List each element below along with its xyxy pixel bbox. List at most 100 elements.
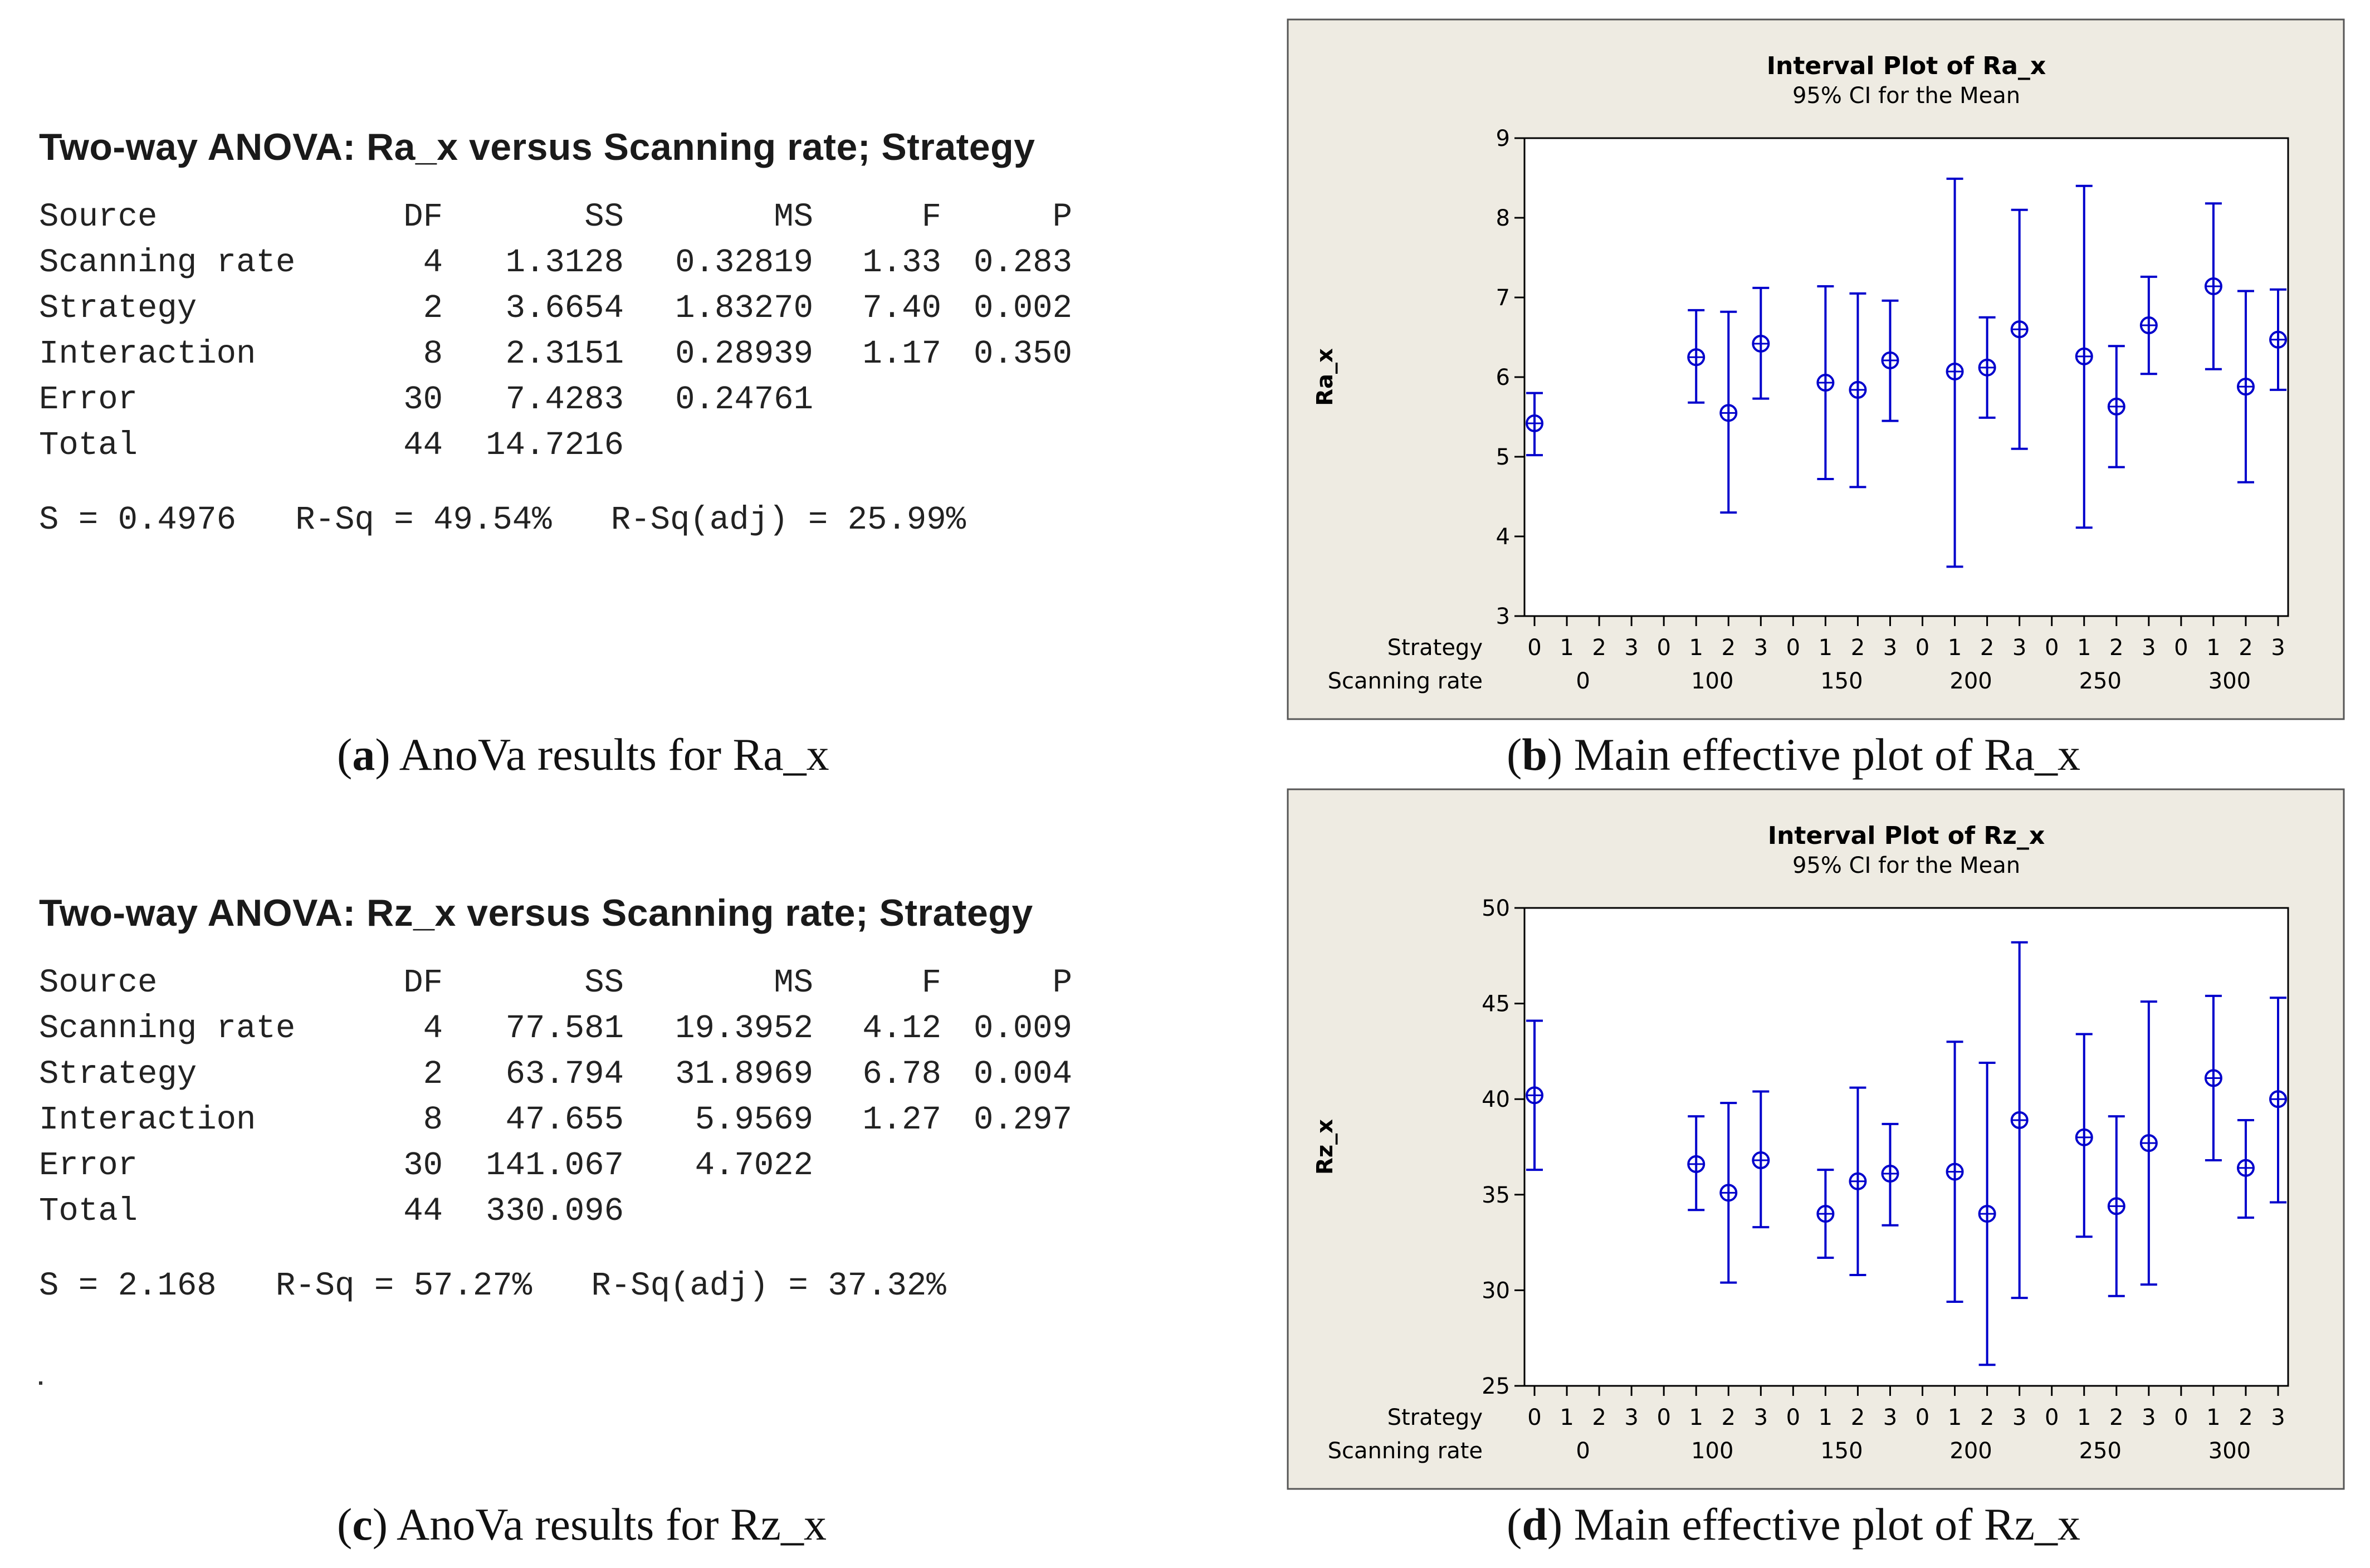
x-group-label-rate: 250 — [2079, 668, 2122, 694]
cell — [941, 377, 1072, 422]
x-tick-label-strategy: 2 — [2239, 1405, 2252, 1430]
plot-area — [1523, 137, 2289, 617]
x-tick-label-strategy: 3 — [2271, 635, 2285, 661]
cell: 3.6654 — [505, 289, 624, 327]
x-tick-label-strategy: 0 — [1656, 635, 1670, 661]
cell: Interaction — [39, 1101, 256, 1139]
cell — [941, 422, 1072, 468]
x-tick-label-strategy: 0 — [1656, 1405, 1670, 1430]
cell: Strategy — [39, 1055, 197, 1093]
x-tick-label-strategy: 2 — [1851, 635, 1865, 661]
cell: 6.78 — [862, 1055, 941, 1093]
cell: Scanning rate — [39, 1009, 296, 1047]
cell: Interaction — [39, 335, 256, 373]
cell: 0.004 — [973, 1055, 1072, 1093]
cell: 19.3952 — [675, 1009, 813, 1047]
y-tick-label: 50 — [1482, 896, 1510, 921]
x-tick-label-strategy: 2 — [2109, 1405, 2123, 1430]
x-tick-label-strategy: 0 — [2045, 635, 2059, 661]
cell — [624, 422, 813, 468]
x-tick-label-strategy: 0 — [1915, 1405, 1929, 1430]
x-tick-label-strategy: 0 — [1527, 1405, 1541, 1430]
row-label-strategy: Strategy — [1387, 1405, 1483, 1430]
cell: 1.33 — [862, 243, 941, 281]
y-tick-label: 5 — [1496, 444, 1510, 470]
y-tick-label: 40 — [1482, 1087, 1510, 1112]
x-tick-label-strategy: 1 — [1819, 1405, 1833, 1430]
anova-ra-summary: S = 0.4976 R-Sq = 49.54% R-Sq(adj) = 25.… — [39, 501, 966, 539]
row-label-scanning-rate: Scanning rate — [1328, 668, 1483, 694]
x-tick-label-strategy: 2 — [1592, 1405, 1606, 1430]
x-tick-label-strategy: 1 — [2077, 635, 2091, 661]
header-ss: SS — [584, 198, 624, 236]
caption-d: (d) Main effective plot of Rz_x — [1507, 1499, 2081, 1550]
cell: 44 — [403, 1192, 443, 1230]
x-tick-label-strategy: 1 — [2077, 1405, 2091, 1430]
x-tick-label-strategy: 3 — [1883, 1405, 1897, 1430]
cell: 44 — [403, 426, 443, 464]
x-tick-label-strategy: 2 — [2109, 635, 2123, 661]
table-header-row: Source DF SS MS F P — [39, 194, 1072, 240]
y-axis-label: Ra_x — [1312, 348, 1338, 406]
table-row: Error 30 141.067 4.7022 — [39, 1142, 1072, 1188]
cell: 4.12 — [862, 1009, 941, 1047]
x-group-label-rate: 150 — [1820, 1438, 1863, 1464]
caption-b: (b) Main effective plot of Ra_x — [1507, 729, 2081, 780]
x-tick-label-strategy: 0 — [1786, 1405, 1800, 1430]
x-tick-label-strategy: 3 — [2142, 635, 2156, 661]
x-tick-label-strategy: 3 — [1624, 635, 1638, 661]
header-f: F — [921, 198, 941, 236]
header-ms: MS — [774, 198, 813, 236]
caption-c: (c) AnoVa results for Rz_x — [337, 1499, 827, 1550]
cell — [813, 1142, 941, 1188]
x-tick-label-strategy: 1 — [1560, 1405, 1574, 1430]
cell: 0.283 — [973, 243, 1072, 281]
cell: 77.581 — [505, 1009, 624, 1047]
cell: 8 — [423, 335, 443, 373]
y-tick-label: 4 — [1496, 524, 1510, 550]
interval-plot-ra: Interval Plot of Ra_x 95% CI for the Mean… — [1287, 18, 2345, 723]
table-row: Error 30 7.4283 0.24761 — [39, 377, 1072, 422]
table-row: Interaction 8 2.3151 0.28939 1.17 0.350 — [39, 331, 1072, 377]
x-tick-label-strategy: 1 — [1948, 1405, 1962, 1430]
x-tick-label-strategy: 1 — [1689, 1405, 1703, 1430]
cell: Scanning rate — [39, 243, 296, 281]
table-row: Scanning rate 4 1.3128 0.32819 1.33 0.28… — [39, 240, 1072, 285]
header-p: P — [1052, 198, 1072, 236]
table-row: Total 44 14.7216 — [39, 422, 1072, 468]
x-tick-label-strategy: 0 — [2174, 1405, 2188, 1430]
x-tick-label-strategy: 3 — [1754, 635, 1768, 661]
anova-ra-table: Source DF SS MS F P Scanning rate 4 1.31… — [39, 194, 1072, 468]
x-group-label-rate: 0 — [1576, 668, 1590, 694]
x-tick-label-strategy: 2 — [1980, 1405, 1994, 1430]
y-tick-label: 30 — [1482, 1278, 1510, 1303]
cell: 2.3151 — [505, 335, 624, 373]
cell: 0.297 — [973, 1101, 1072, 1139]
cell: 5.9569 — [695, 1101, 813, 1139]
x-group-label-rate: 200 — [1949, 668, 1992, 694]
chart-subtitle: 95% CI for the Mean — [1792, 853, 2020, 878]
x-group-label-rate: 0 — [1576, 1438, 1590, 1464]
x-tick-label-strategy: 1 — [1819, 635, 1833, 661]
cell: 47.655 — [505, 1101, 624, 1139]
x-tick-label-strategy: 1 — [1560, 635, 1574, 661]
cell: 1.17 — [862, 335, 941, 373]
cell: 4 — [423, 243, 443, 281]
x-tick-label-strategy: 2 — [2239, 635, 2252, 661]
x-group-label-rate: 300 — [2208, 668, 2251, 694]
x-tick-label-strategy: 0 — [2045, 1405, 2059, 1430]
x-tick-label-strategy: 0 — [2174, 635, 2188, 661]
x-tick-label-strategy: 3 — [2012, 635, 2026, 661]
chart-title: Interval Plot of Rz_x — [1768, 822, 2045, 850]
y-tick-label: 3 — [1496, 604, 1510, 629]
header-f: F — [921, 964, 941, 1002]
plot-area — [1523, 907, 2289, 1387]
cell: 30 — [403, 380, 443, 418]
cell: 0.002 — [973, 289, 1072, 327]
header-ss: SS — [584, 964, 624, 1002]
y-tick-label: 9 — [1496, 126, 1510, 152]
x-group-label-rate: 250 — [2079, 1438, 2122, 1464]
anova-rz-title: Two-way ANOVA: Rz_x versus Scanning rate… — [39, 892, 1033, 934]
y-tick-label: 25 — [1482, 1374, 1510, 1399]
anova-rz-table: Source DF SS MS F P Scanning rate 4 77.5… — [39, 960, 1072, 1234]
